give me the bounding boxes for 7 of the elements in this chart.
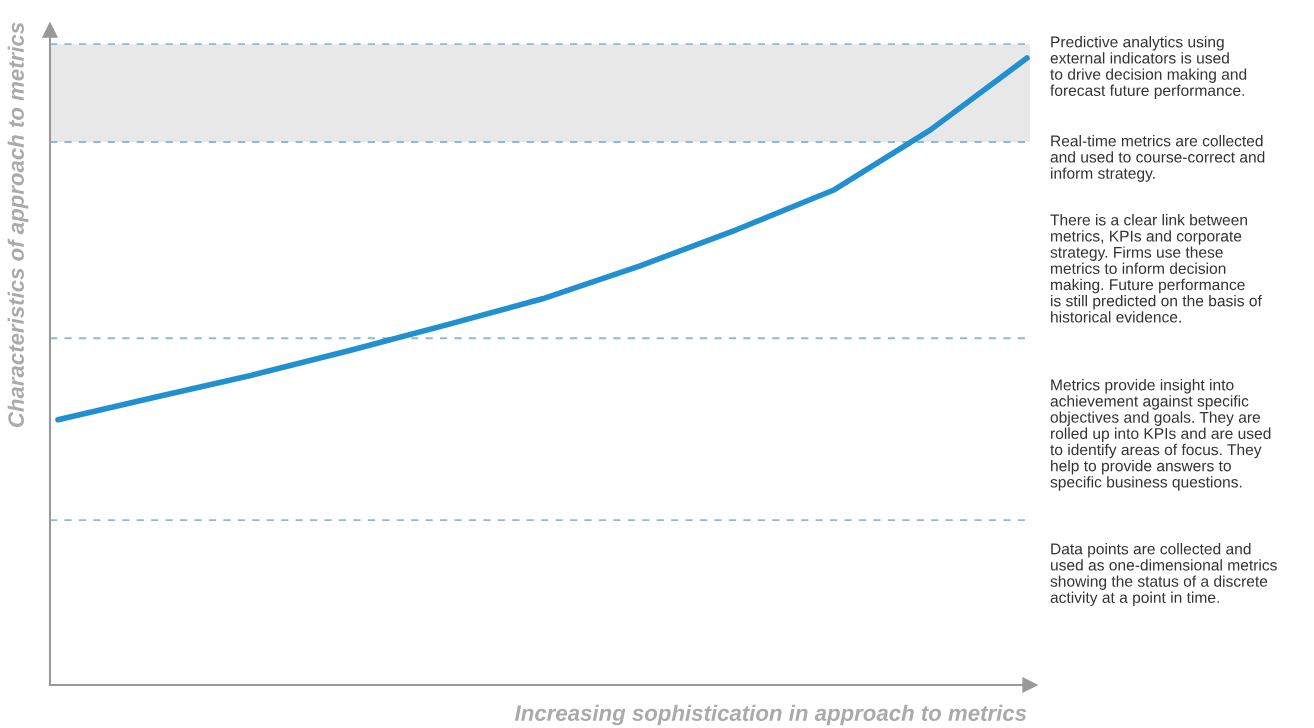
x-axis-title: Increasing sophistication in approach to metrics <box>514 704 1027 726</box>
text: Predictive analytics using external indicators is used to drive decision making and forecast future performance. <box>1050 36 1247 100</box>
y-axis-title: Characteristics of approach to metrics <box>7 22 29 428</box>
text: Metrics provide insight into achievement against specific objectives and goals. They are rolled up into KPIs and are used to identify areas of focus. They help to provide answers to specific business questions. <box>1050 379 1271 491</box>
text: Data points are collected and used as one-dimensional metrics showing the status of a discrete activity at a point in time. <box>1050 543 1277 607</box>
text: There is a clear link between metrics, KPIs and corporate strategy. Firms use these metrics to inform decision making. Future performance is still predicted on the basis of historical evidence. <box>1050 214 1262 323</box>
text: Real-time metrics are collected and used to course-correct and inform strategy. <box>1050 135 1265 182</box>
